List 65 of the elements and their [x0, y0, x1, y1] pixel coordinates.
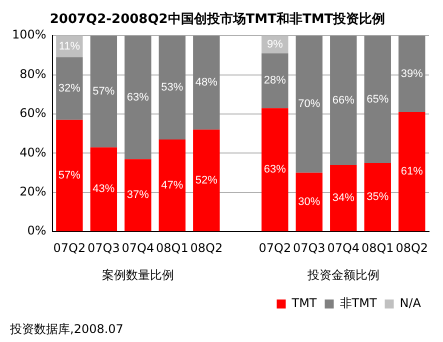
data-label: 30%: [298, 196, 320, 208]
data-label: 66%: [332, 94, 355, 106]
x-tick-label: 07Q3: [87, 240, 120, 255]
data-label: 65%: [366, 93, 389, 106]
legend-label: TMT: [290, 296, 318, 310]
data-label: 70%: [298, 98, 320, 110]
data-label: 9%: [266, 38, 284, 50]
bar: [124, 159, 152, 232]
bar: [262, 53, 288, 108]
text: 案例数量比例: [102, 268, 174, 282]
text: 投资金额比例: [306, 268, 380, 282]
x-tick-label: 07Q2: [53, 240, 86, 255]
bar: [193, 36, 220, 130]
bar: [296, 36, 322, 173]
data-label: 52%: [195, 174, 218, 186]
x-tick-label: 07Q4: [327, 240, 360, 255]
x-tick-label: 07Q3: [292, 240, 326, 255]
y-tick-label: 80%: [20, 66, 46, 81]
bar: [262, 108, 288, 232]
data-label: 43%: [92, 183, 115, 196]
bar: [364, 163, 391, 232]
y-tick-label: 60%: [20, 106, 46, 120]
data-label: 63%: [126, 91, 150, 104]
bar: [56, 57, 83, 120]
data-label: 11%: [58, 40, 80, 52]
data-label: 61%: [400, 166, 424, 178]
x-tick-label: 08Q2: [190, 240, 223, 255]
bar: [124, 36, 152, 160]
bar: [56, 120, 83, 232]
bar: [193, 130, 220, 232]
bar: [90, 147, 118, 232]
data-label: 34%: [332, 192, 355, 204]
x-tick-label: 07Q4: [122, 240, 154, 255]
y-tick-label: 100%: [12, 28, 46, 42]
x-tick-label: 08Q1: [156, 240, 188, 255]
bar: [330, 36, 357, 165]
data-label: 48%: [195, 76, 218, 89]
data-label: 63%: [264, 164, 286, 176]
data-label: 47%: [161, 179, 184, 192]
data-label: 28%: [264, 74, 286, 87]
bar: [158, 36, 186, 140]
chart-title: 2007Q2-2008Q2中国创投市场TMT和非TMT投资比例: [50, 11, 386, 28]
bar: [364, 36, 391, 163]
data-label: 57%: [58, 170, 81, 182]
bar: [330, 164, 357, 232]
data-label: 35%: [366, 191, 389, 204]
data-label: 57%: [92, 85, 115, 98]
text: 投资数据库,2008.07: [9, 322, 124, 336]
bar: [398, 112, 426, 232]
bar: [398, 36, 426, 112]
data-label: 39%: [400, 68, 424, 80]
bar: [158, 139, 186, 232]
y-tick-label: 0%: [27, 224, 46, 238]
x-tick-label: 08Q1: [361, 240, 394, 255]
bar: [296, 172, 322, 232]
data-label: 53%: [161, 82, 184, 94]
x-tick-label: 08Q2: [396, 240, 428, 255]
legend-label: N/A: [400, 296, 422, 310]
x-tick-label: 07Q2: [258, 240, 292, 255]
data-label: 32%: [58, 82, 81, 95]
data-label: 37%: [126, 189, 150, 202]
y-tick-label: 20%: [20, 184, 46, 199]
bar: [90, 36, 118, 148]
legend-label: 非TMT: [340, 296, 378, 310]
y-tick-label: 40%: [20, 145, 46, 160]
